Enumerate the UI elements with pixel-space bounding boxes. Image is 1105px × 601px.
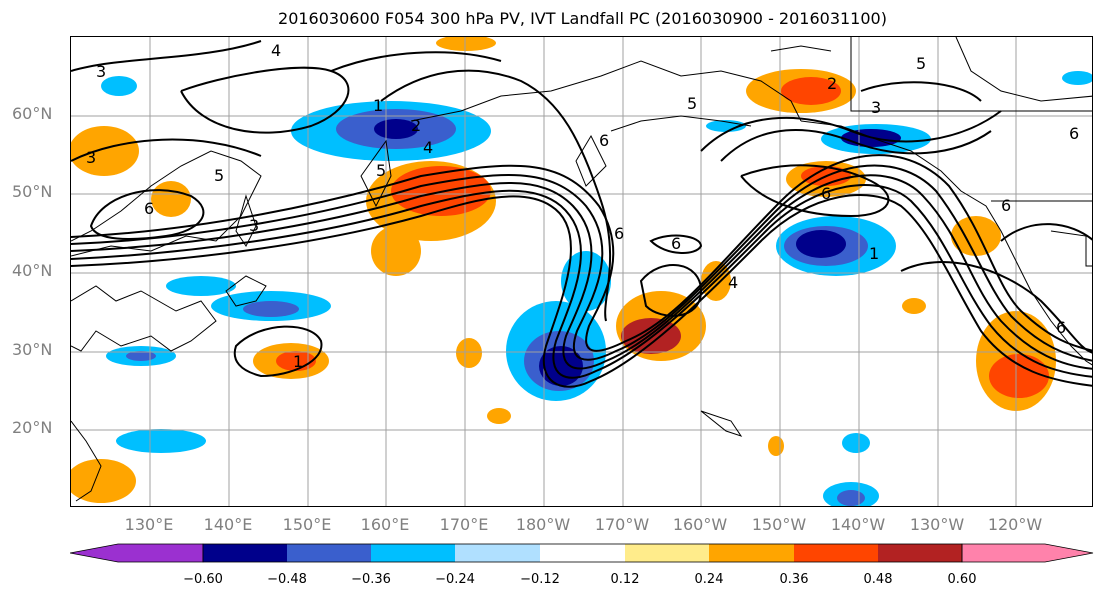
contour-label: 3 bbox=[86, 148, 96, 167]
lat-label-20n: 20°N bbox=[12, 418, 53, 437]
lon-label-140e: 140°E bbox=[203, 515, 253, 534]
contour-label: 5 bbox=[376, 161, 386, 180]
shade-negative bbox=[796, 230, 846, 258]
colorbar-segments bbox=[70, 543, 1094, 563]
colorbar-outline bbox=[202, 543, 963, 563]
shade-negative bbox=[116, 429, 206, 453]
contour-label: 4 bbox=[728, 273, 738, 292]
shade-positive bbox=[989, 354, 1049, 398]
lon-label-150w: 150°W bbox=[751, 515, 807, 534]
colorbar-tick: −0.24 bbox=[435, 572, 475, 587]
contour-label: 3 bbox=[96, 62, 106, 81]
lon-label-170w: 170°W bbox=[594, 515, 650, 534]
colorbar bbox=[70, 543, 1094, 563]
lon-label-160e: 160°E bbox=[360, 515, 410, 534]
colorbar-segment bbox=[709, 544, 794, 562]
lon-label-130e: 130°E bbox=[124, 515, 174, 534]
contour-label: 1 bbox=[293, 352, 303, 371]
shade-negative bbox=[539, 346, 583, 386]
lon-label-130w: 130°W bbox=[909, 515, 965, 534]
colorbar-segment bbox=[371, 544, 455, 562]
colorbar-segment bbox=[540, 544, 625, 562]
colorbar-segment bbox=[794, 544, 878, 562]
colorbar-segment bbox=[625, 544, 709, 562]
shade-positive bbox=[71, 459, 136, 503]
contour-label: 6 bbox=[1001, 196, 1011, 215]
coastlines bbox=[71, 37, 1092, 502]
map-panel: 3 4 3 5 6 3 1 2 4 5 6 1 5 6 6 4 1 6 2 3 … bbox=[70, 36, 1093, 507]
lat-label-50n: 50°N bbox=[12, 182, 53, 201]
shade-negative bbox=[561, 251, 611, 311]
lon-label-170e: 170°E bbox=[439, 515, 489, 534]
shade-positive bbox=[436, 37, 496, 51]
lat-label-40n: 40°N bbox=[12, 261, 53, 280]
colorbar-segment bbox=[287, 544, 371, 562]
map-title: 2016030600 F054 300 hPa PV, IVT Landfall… bbox=[278, 9, 887, 28]
shade-negative bbox=[374, 119, 418, 139]
contour-label: 3 bbox=[249, 216, 259, 235]
contour-labels: 3 4 3 5 6 3 1 2 4 5 6 1 5 6 6 4 1 6 2 3 … bbox=[86, 41, 1079, 371]
gridlines bbox=[71, 37, 1092, 506]
shade-negative bbox=[101, 76, 137, 96]
shade-negative bbox=[837, 490, 865, 506]
colorbar-segment bbox=[455, 544, 540, 562]
shade-negative bbox=[126, 351, 156, 361]
contour-label: 6 bbox=[599, 131, 609, 150]
contour-label: 5 bbox=[916, 54, 926, 73]
colorbar-tick: 0.60 bbox=[947, 572, 977, 587]
contour-label: 6 bbox=[614, 224, 624, 243]
colorbar-extend-high bbox=[961, 543, 1094, 563]
colorbar-tick: −0.36 bbox=[351, 572, 391, 587]
colorbar-tick: 0.24 bbox=[694, 572, 724, 587]
contour-label: 4 bbox=[271, 41, 281, 60]
contour-label: 2 bbox=[411, 116, 421, 135]
contour-label: 3 bbox=[871, 98, 881, 117]
colorbar-segment bbox=[878, 544, 962, 562]
shade-positive bbox=[371, 226, 421, 276]
colorbar-tick: 0.36 bbox=[779, 572, 809, 587]
lon-label-140w: 140°W bbox=[830, 515, 886, 534]
shade-negative bbox=[1062, 71, 1092, 85]
shade-positive bbox=[781, 77, 841, 105]
shade-negative bbox=[243, 301, 299, 317]
contour-label: 4 bbox=[423, 138, 433, 157]
shade-positive bbox=[71, 126, 139, 176]
shade-positive bbox=[768, 436, 784, 456]
shade-positive bbox=[902, 298, 926, 314]
map-canvas: 3 4 3 5 6 3 1 2 4 5 6 1 5 6 6 4 1 6 2 3 … bbox=[71, 37, 1092, 506]
contour-label: 1 bbox=[869, 244, 879, 263]
colorbar-tick: −0.48 bbox=[267, 572, 307, 587]
lat-label-60n: 60°N bbox=[12, 104, 53, 123]
pv-contours bbox=[71, 40, 1092, 388]
contour-label: 5 bbox=[214, 166, 224, 185]
colorbar-tick: 0.48 bbox=[863, 572, 893, 587]
lon-label-150e: 150°E bbox=[282, 515, 332, 534]
lon-label-120w: 120°W bbox=[987, 515, 1043, 534]
contour-label: 6 bbox=[1056, 318, 1066, 337]
shade-positive bbox=[456, 338, 482, 368]
lon-label-160w: 160°W bbox=[672, 515, 728, 534]
shade-negative bbox=[166, 276, 236, 296]
contour-label: 6 bbox=[671, 234, 681, 253]
contour-label: 6 bbox=[1069, 124, 1079, 143]
contour-label: 6 bbox=[821, 184, 831, 203]
shade-positive bbox=[151, 181, 191, 217]
colorbar-extend-low bbox=[70, 543, 204, 563]
shading-layer bbox=[71, 37, 1092, 506]
colorbar-tick: 0.12 bbox=[610, 572, 640, 587]
contour-label: 2 bbox=[827, 74, 837, 93]
lon-label-180w: 180°W bbox=[515, 515, 571, 534]
shade-positive bbox=[487, 408, 511, 424]
contour-label: 5 bbox=[687, 94, 697, 113]
shade-positive bbox=[951, 216, 1001, 256]
contour-label: 1 bbox=[373, 96, 383, 115]
colorbar-segment bbox=[203, 544, 287, 562]
shade-negative bbox=[842, 433, 870, 453]
colorbar-tick: −0.12 bbox=[520, 572, 560, 587]
contour-label: 6 bbox=[144, 199, 154, 218]
lat-label-30n: 30°N bbox=[12, 340, 53, 359]
colorbar-tick: −0.60 bbox=[183, 572, 223, 587]
